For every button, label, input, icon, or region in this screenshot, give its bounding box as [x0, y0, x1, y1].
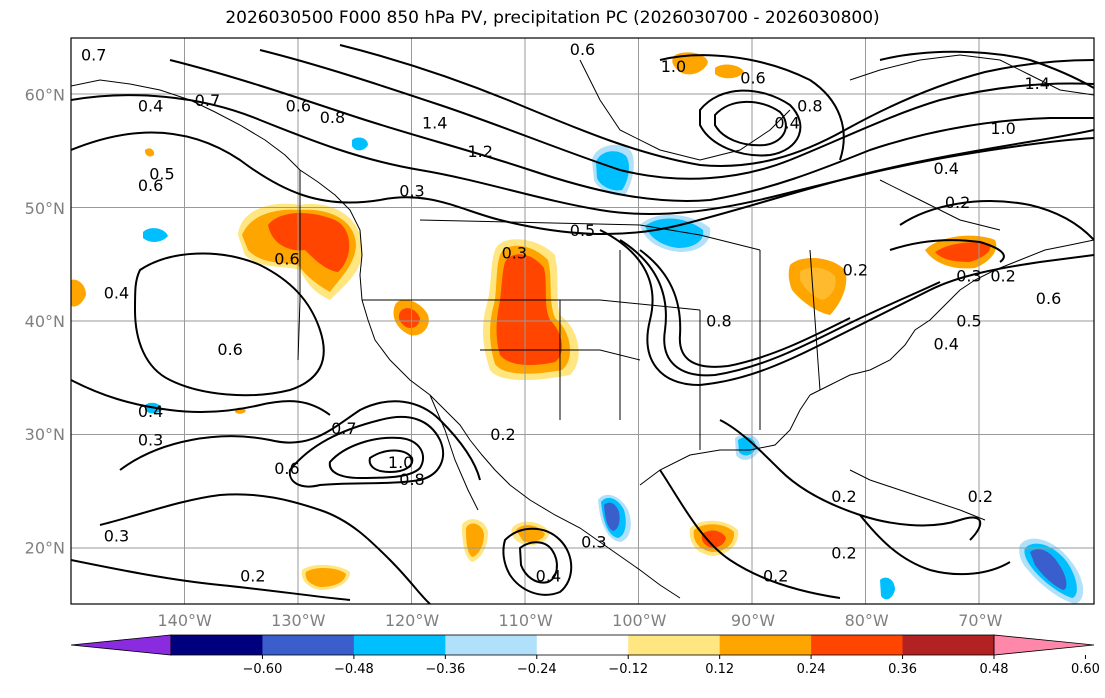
lat-label: 50°N: [25, 199, 65, 218]
colorbar-tick-label: −0.12: [608, 662, 648, 677]
contour-label: 0.6: [138, 176, 163, 195]
contour-label: 0.6: [570, 40, 595, 59]
contour-label: 1.4: [1024, 74, 1049, 93]
colorbar-tick-label: 0.12: [705, 662, 734, 677]
contour-label: 0.4: [774, 114, 799, 133]
precip-shading: [71, 52, 1084, 604]
colorbar-segment: [353, 635, 446, 655]
contour-label: 0.3: [104, 527, 129, 546]
colorbar-segment: [811, 635, 904, 655]
colorbar-extend-high: [993, 634, 1095, 656]
contour-label: 0.4: [536, 566, 561, 585]
contour-label: 0.4: [934, 159, 959, 178]
contour-label: 1.2: [467, 142, 492, 161]
latitude-labels: 60°N 50°N 40°N 30°N 20°N: [25, 86, 65, 558]
map-frame: [70, 37, 1095, 605]
contour-label: 1.0: [661, 57, 686, 76]
lon-label: 90°W: [731, 611, 775, 630]
contour-labels: 0.70.4 0.7 0.60.8 1.41.20.30.50.60.60.40.30…: [81, 40, 1061, 585]
lon-label: 120°W: [385, 611, 440, 630]
contour-label: 0.6: [740, 68, 765, 87]
colorbar-tick-label: 0.48: [980, 662, 1009, 677]
colorbar-segment: [902, 635, 995, 655]
contour-label: 0.6: [274, 249, 299, 268]
lon-label: 130°W: [271, 611, 326, 630]
contour-label: 0.2: [490, 425, 515, 444]
lon-label: 140°W: [157, 611, 212, 630]
graticule: [71, 38, 1094, 604]
contour-label: 1.4: [422, 114, 447, 133]
contour-label: 0.3: [581, 532, 606, 551]
lat-label: 30°N: [25, 425, 65, 444]
contour-label: 0.2: [831, 544, 856, 563]
colorbar-tick-label: 0.60: [1071, 662, 1100, 677]
contour-label: 0.6: [1036, 289, 1061, 308]
contour-label: 0.2: [990, 266, 1015, 285]
contour-label: 0.6: [286, 97, 311, 116]
colorbar-extend-low: [70, 634, 172, 656]
contour-label: 0.4: [934, 334, 959, 353]
colorbar-tick-label: 0.24: [797, 662, 826, 677]
contour-label: 0.6: [274, 459, 299, 478]
colorbar-tick-label: −0.48: [334, 662, 374, 677]
contour-label: 0.2: [843, 261, 868, 280]
pv-contours: [71, 44, 1094, 604]
contour-label: 0.8: [399, 470, 424, 489]
colorbar-segment: [719, 635, 812, 655]
colorbar-tick-label: −0.36: [425, 662, 465, 677]
contour-label: 0.4: [138, 402, 163, 421]
contour-label: 0.5: [149, 165, 174, 184]
contour-label: 0.4: [104, 283, 129, 302]
contour-label: 0.3: [138, 431, 163, 450]
lat-label: 60°N: [25, 86, 65, 105]
contour-label: 0.2: [763, 566, 788, 585]
contour-label: 0.3: [502, 244, 527, 263]
contour-label: 1.0: [990, 119, 1015, 138]
colorbar-segment: [262, 635, 355, 655]
contour-label: 0.8: [320, 108, 345, 127]
contour-label: 0.4: [138, 97, 163, 116]
colorbar: −0.60 −0.48 −0.36 −0.24 −0.12 0.12 0.24 0.36 0.4…: [70, 634, 1100, 677]
lon-label: 110°W: [498, 611, 553, 630]
contour-label: 0.8: [706, 312, 731, 331]
contour-label: 0.5: [956, 312, 981, 331]
lat-label: 20°N: [25, 538, 65, 557]
lon-label: 100°W: [612, 611, 667, 630]
contour-label: 0.3: [399, 181, 424, 200]
contour-label: 0.2: [831, 487, 856, 506]
contour-label: 0.8: [797, 97, 822, 116]
contour-label: 1.0: [388, 453, 413, 472]
contour-label: 0.7: [195, 91, 220, 110]
contour-label: 0.2: [945, 193, 970, 212]
lat-label: 40°N: [25, 312, 65, 331]
contour-label: 0.7: [331, 419, 356, 438]
contour-label: 0.3: [956, 266, 981, 285]
colorbar-segment: [171, 635, 263, 655]
colorbar-segment: [536, 635, 629, 655]
colorbar-tick-label: −0.60: [243, 662, 283, 677]
colorbar-frame: [170, 634, 995, 656]
colorbar-segment: [628, 635, 721, 655]
colorbar-tick-label: −0.24: [517, 662, 557, 677]
contour-label: 0.2: [968, 487, 993, 506]
contour-label: 0.2: [240, 566, 265, 585]
lon-label: 70°W: [958, 611, 1002, 630]
contour-label: 0.5: [570, 221, 595, 240]
colorbar-tick-label: 0.36: [888, 662, 917, 677]
coastlines: [71, 54, 1094, 599]
longitude-labels: 140°W 130°W 120°W 110°W 100°W 90°W 80°W 70°W: [157, 611, 1002, 630]
contour-label: 0.7: [81, 46, 106, 65]
map-title: 2026030500 F000 850 hPa PV, precipitatio…: [225, 8, 880, 28]
contour-label: 0.6: [217, 340, 242, 359]
lon-label: 80°W: [845, 611, 889, 630]
colorbar-segment: [445, 635, 538, 655]
